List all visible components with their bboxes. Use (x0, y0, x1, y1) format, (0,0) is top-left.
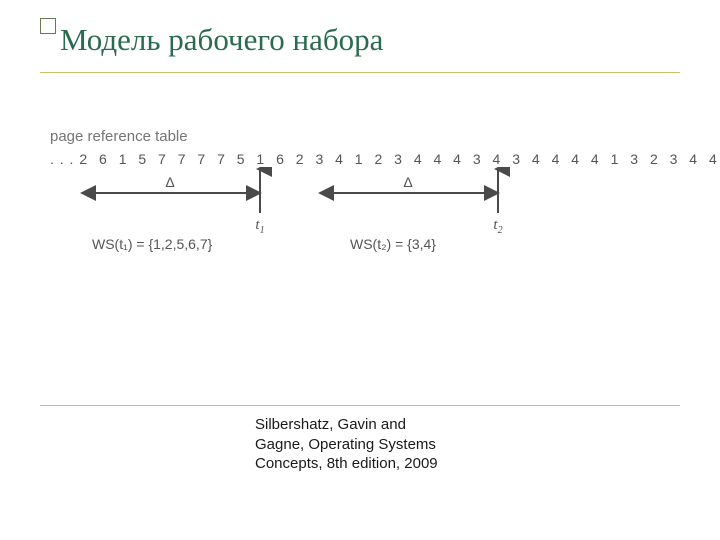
slide-title: Модель рабочего набора (60, 22, 383, 58)
ws-result-1: WS(t₁) = {1,2,5,6,7} (92, 236, 213, 252)
t-label-2: t2 (493, 217, 502, 236)
sequence-prefix-dots: . . . (50, 151, 79, 167)
figure-label: page reference table (50, 128, 670, 145)
delta-symbol-1: Δ (165, 174, 174, 190)
windows-svg: Δ t1 WS(t₁) = {1,2,5,6,7} Δ t2 WS(t₂) = … (50, 167, 670, 257)
corner-ornament (40, 18, 56, 34)
delta-symbol-2: Δ (403, 174, 412, 190)
attribution-text: Silbershatz, Gavin and Gagne, Operating … (255, 415, 455, 474)
delta-windows: Δ t1 WS(t₁) = {1,2,5,6,7} Δ t2 WS(t₂) = … (50, 167, 670, 257)
working-set-diagram: page reference table . . . 2 6 1 5 7 7 7… (50, 128, 670, 257)
title-underline (40, 72, 680, 73)
slide: Модель рабочего набора page reference ta… (0, 0, 720, 540)
sequence-digits: 2 6 1 5 7 7 7 7 5 1 6 2 3 4 1 2 3 4 4 4 … (79, 151, 720, 167)
t-label-1: t1 (255, 217, 264, 236)
page-reference-sequence: . . . 2 6 1 5 7 7 7 7 5 1 6 2 3 4 1 2 3 … (50, 151, 670, 167)
footer-rule (40, 405, 680, 406)
ws-result-2: WS(t₂) = {3,4} (350, 236, 436, 252)
